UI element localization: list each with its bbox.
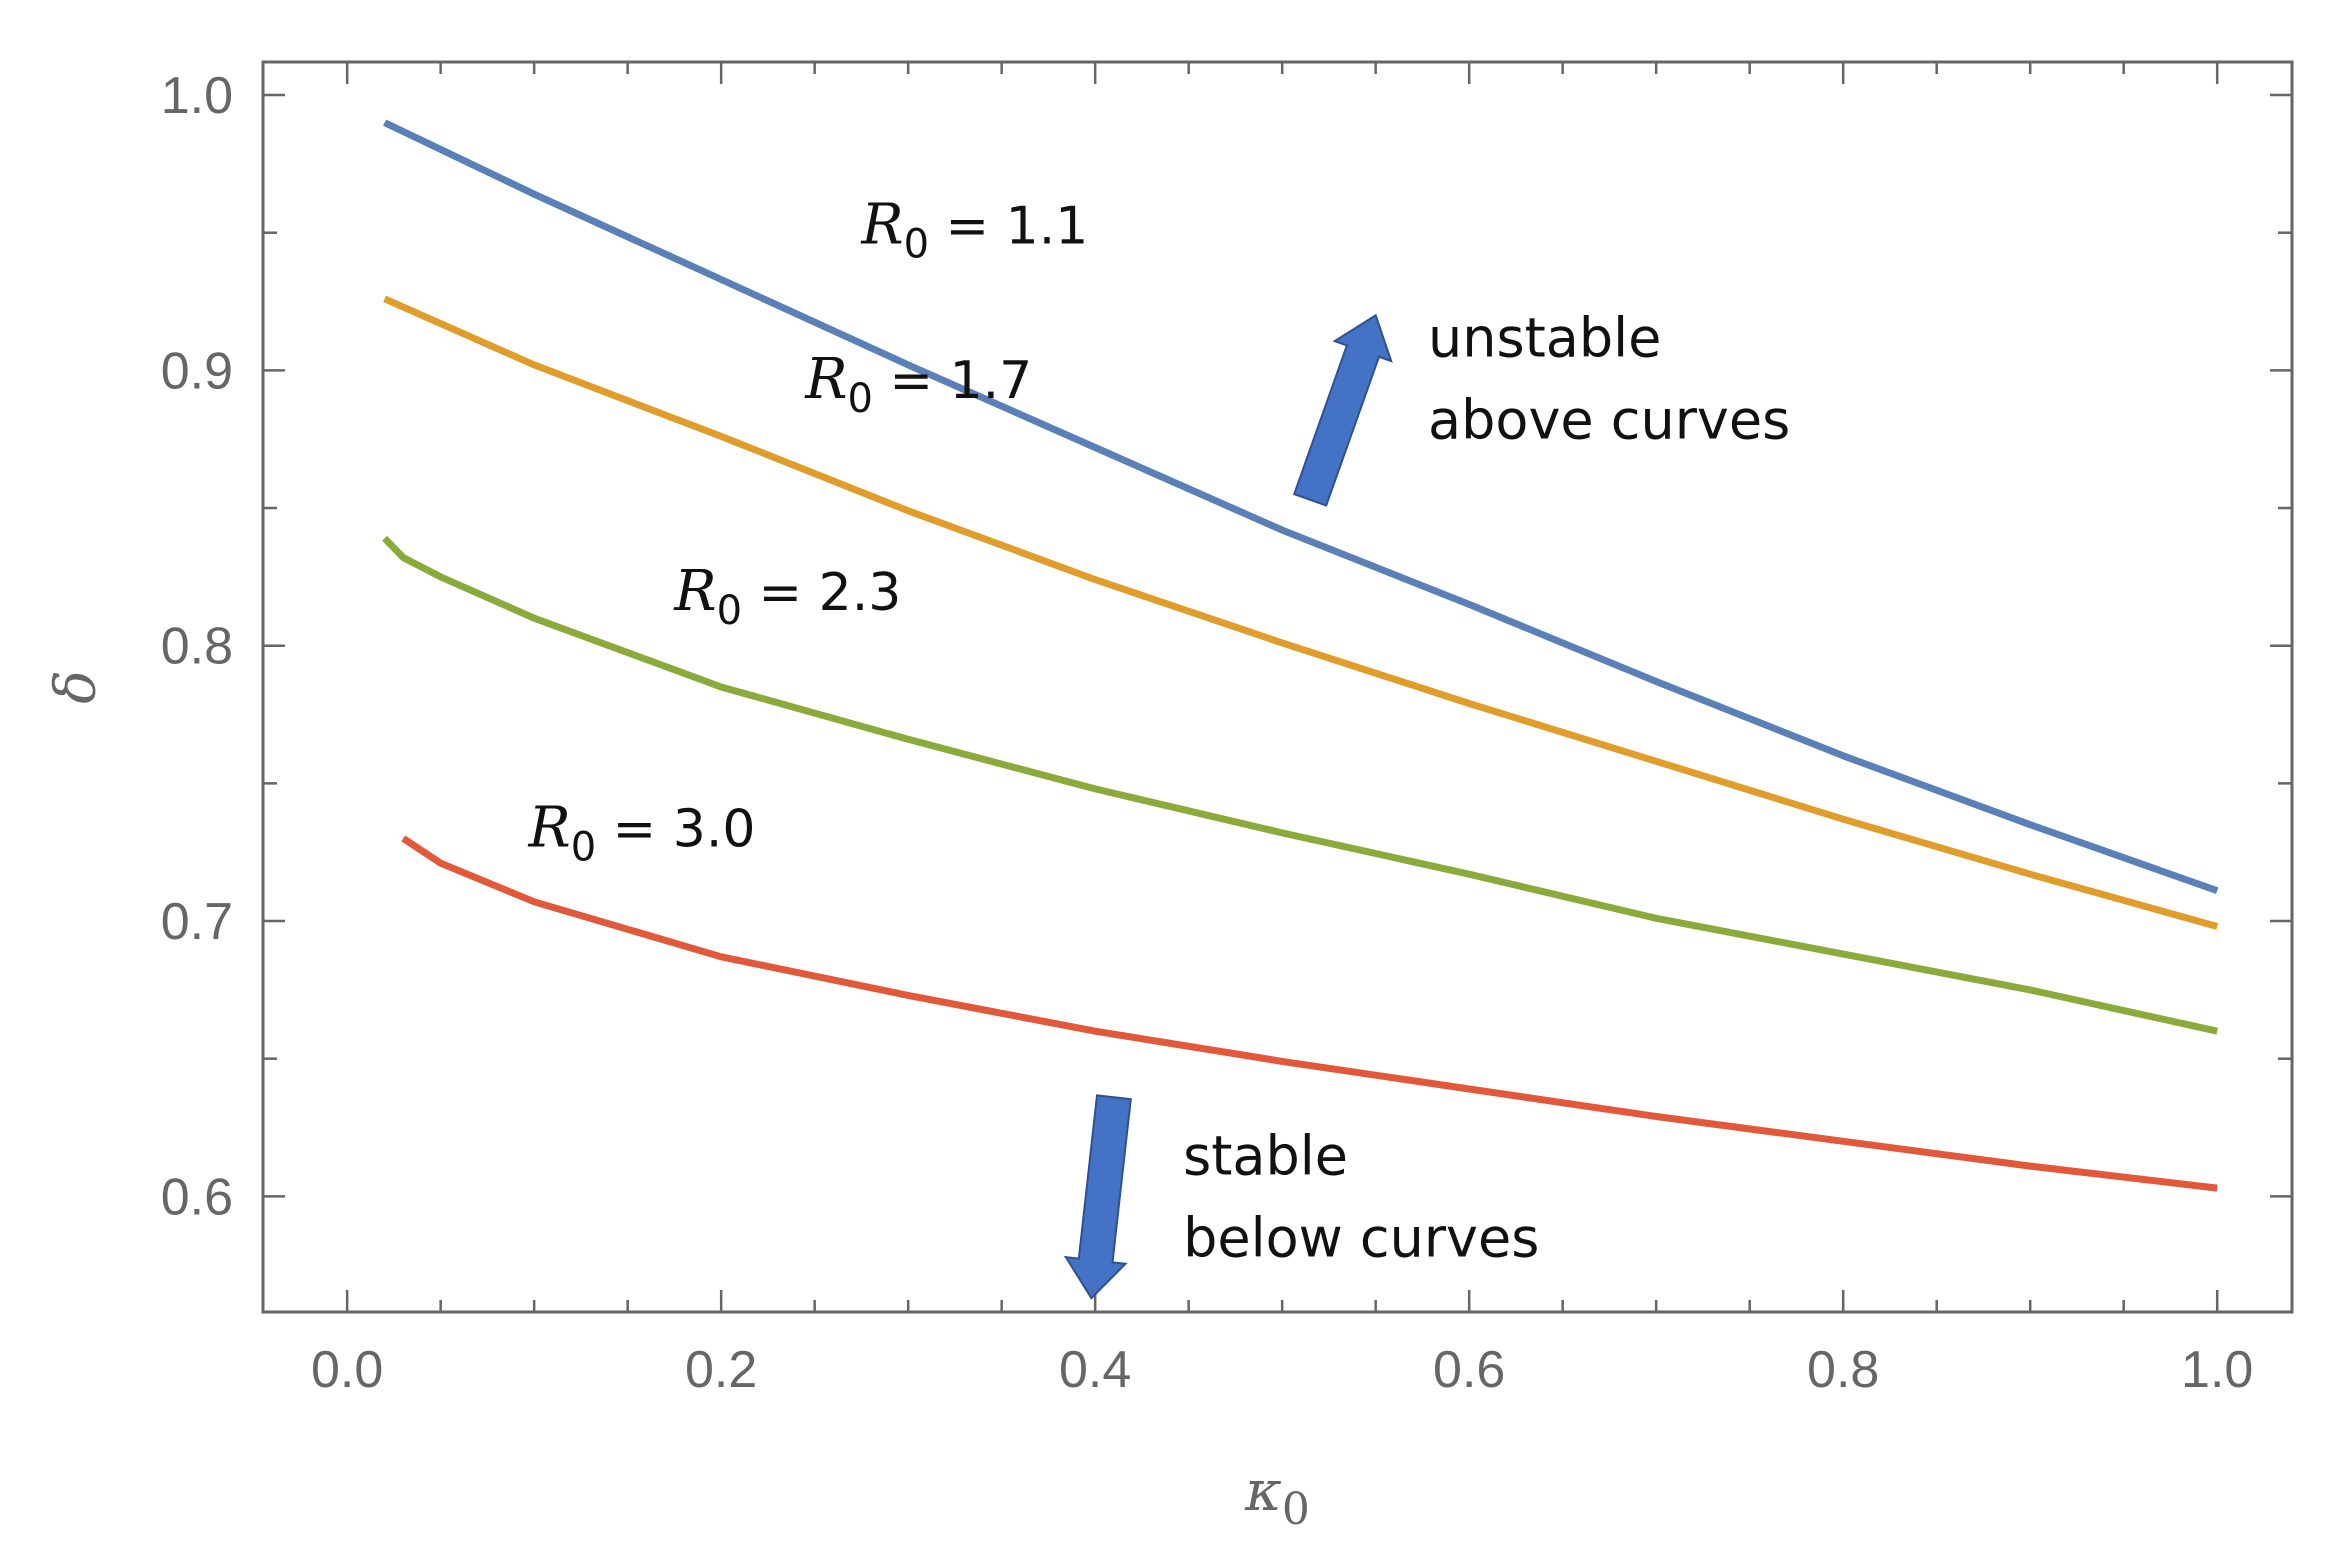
series-label-1: R0 = 1.1 <box>860 193 1088 268</box>
series-label-2: R0 = 1.7 <box>804 347 1032 422</box>
x-axis-title: κ0 <box>1244 1459 1310 1535</box>
x-axis-title-subscript: 0 <box>1282 1484 1310 1535</box>
axis-ticks: 0.0 0.2 0.4 0.6 0.8 1.0 0.6 0.7 0.8 0.9 1.0 <box>161 62 2292 1399</box>
stable-annotation-line-2: below curves <box>1183 1206 1539 1269</box>
series-line-4 <box>401 835 2218 1192</box>
series-label-subscript: 0 <box>847 376 872 422</box>
unstable-annotation-line-1: unstable <box>1428 307 1661 370</box>
series-line-3 <box>382 535 2218 1035</box>
series-label-symbol: R <box>804 347 847 412</box>
y-tick-label: 0.9 <box>161 342 233 400</box>
x-tick-label: 0.6 <box>1433 1341 1505 1399</box>
y-tick-label: 0.6 <box>161 1168 233 1226</box>
x-tick-label: 0.4 <box>1059 1341 1131 1399</box>
series-labels: R0 = 1.1R0 = 1.7R0 = 2.3R0 = 3.0 <box>528 193 1089 871</box>
series-label-4: R0 = 3.0 <box>528 796 756 871</box>
series-label-symbol: R <box>528 796 571 861</box>
series-label-value: = 3.0 <box>596 800 755 860</box>
y-axis-title: δ <box>44 670 109 704</box>
series-label-subscript: 0 <box>717 588 742 634</box>
series-label-subscript: 0 <box>571 825 596 871</box>
series-label-value: = 1.1 <box>929 197 1088 257</box>
y-tick-label: 0.7 <box>161 893 233 951</box>
series-label-value: = 2.3 <box>742 563 901 623</box>
plot-frame-rect <box>261 60 2294 1314</box>
axis-titles: κ0δ <box>44 670 1310 1535</box>
series-label-3: R0 = 2.3 <box>673 559 901 634</box>
annotations: unstable above curves stable below curves <box>1063 307 1790 1300</box>
series-lines <box>382 119 2219 1192</box>
series-label-subscript: 0 <box>904 222 929 268</box>
y-tick-label: 0.8 <box>161 618 233 676</box>
series-line-2 <box>383 295 2219 930</box>
arrow-up-icon <box>1292 313 1393 507</box>
series-label-value: = 1.7 <box>873 351 1032 411</box>
series-label-symbol: R <box>673 559 716 624</box>
x-tick-label: 0.8 <box>1807 1341 1879 1399</box>
unstable-annotation-line-2: above curves <box>1428 389 1790 452</box>
x-tick-label: 1.0 <box>2181 1341 2253 1399</box>
series-line-1 <box>383 119 2219 895</box>
x-tick-label: 0.2 <box>685 1341 757 1399</box>
stable-annotation-line-1: stable <box>1183 1124 1348 1187</box>
series-label-symbol: R <box>860 193 903 258</box>
arrow-down-icon <box>1063 1094 1132 1300</box>
plot-frame <box>261 60 2294 1314</box>
x-axis-title-symbol: κ <box>1244 1459 1282 1524</box>
x-tick-label: 0.0 <box>311 1341 383 1399</box>
y-tick-label: 1.0 <box>161 67 233 125</box>
